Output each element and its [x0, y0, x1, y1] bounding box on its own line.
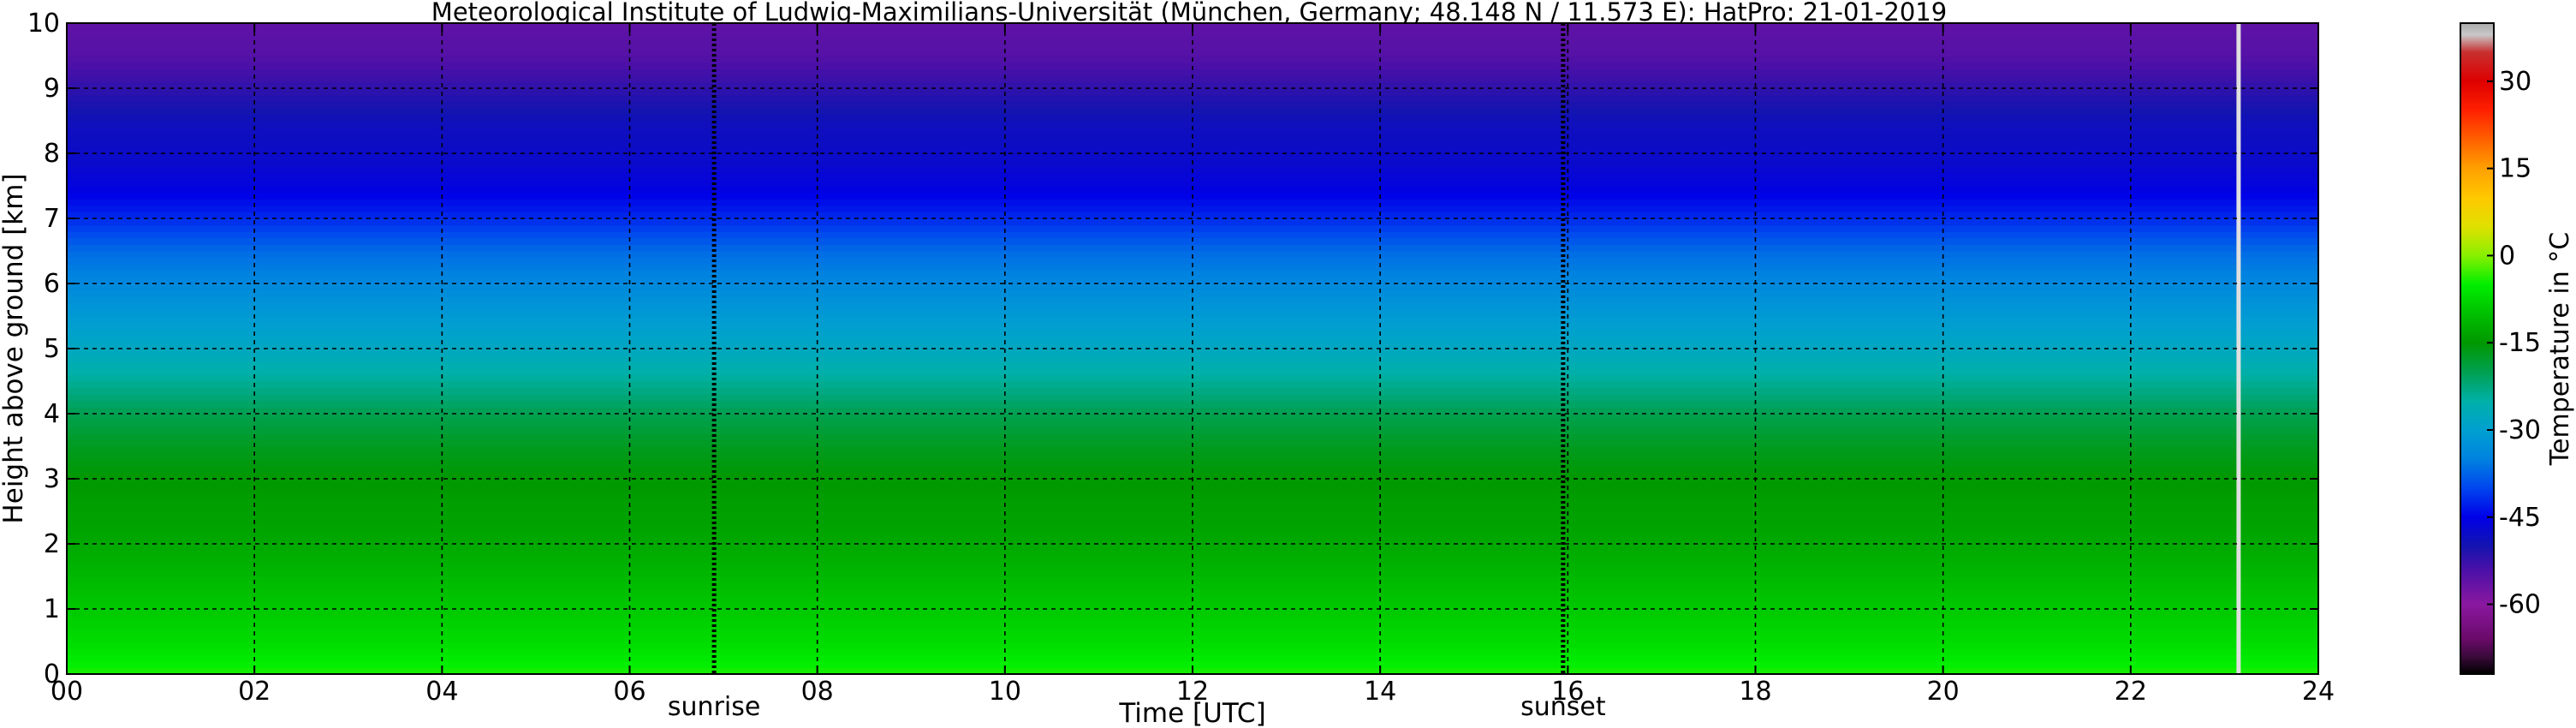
heatmap-band — [67, 452, 2318, 460]
y-tick-label: 7 — [44, 204, 60, 234]
x-tick-label: 18 — [1739, 677, 1771, 707]
colorbar-ticks: -60 -45 -30 -15 0 15 30 — [2487, 67, 2541, 620]
colorbar-tick-label: 0 — [2499, 241, 2515, 271]
x-tick-label: 12 — [1176, 677, 1209, 707]
y-tick-label: 9 — [44, 74, 60, 104]
chart-title: Meteorological Institute of Ludwig-Maxim… — [431, 0, 1947, 27]
heatmap-band — [67, 427, 2318, 434]
x-tick-label: 10 — [989, 677, 1021, 707]
heatmap-band — [67, 387, 2318, 395]
heatmap-band — [67, 524, 2318, 532]
heatmap-band — [67, 635, 2318, 642]
heatmap-band — [67, 394, 2318, 402]
heatmap-band — [67, 557, 2318, 564]
y-tick-label: 8 — [44, 139, 60, 169]
heatmap-band — [67, 101, 2318, 109]
heatmap-band — [67, 472, 2318, 480]
y-tick-label: 1 — [44, 594, 60, 624]
y-tick-label: 0 — [44, 659, 60, 689]
x-tick-label: 02 — [238, 677, 271, 707]
heatmap-band — [67, 498, 2318, 505]
heatmap-band — [67, 283, 2318, 291]
x-tick-label: 00 — [51, 677, 83, 707]
heatmap-band — [67, 289, 2318, 297]
y-tick-label: 3 — [44, 464, 60, 494]
x-tick-label: 22 — [2115, 677, 2147, 707]
colorbar-gradient — [2460, 22, 2495, 675]
heatmap-band — [67, 62, 2318, 69]
y-tick-label: 5 — [44, 334, 60, 364]
data-gap-line — [2236, 23, 2241, 674]
y-axis-label: Height above ground [km] — [0, 173, 29, 523]
sunrise-label: sunrise — [668, 692, 760, 722]
sunset-label: sunset — [1520, 692, 1606, 722]
heatmap-band — [67, 179, 2318, 187]
heatmap-band — [67, 172, 2318, 180]
colorbar-tick-label: -30 — [2499, 415, 2541, 445]
x-tick-label: 08 — [801, 677, 834, 707]
heatmap-band — [67, 367, 2318, 375]
heatmap-band — [67, 420, 2318, 427]
heatmap-band — [67, 316, 2318, 324]
heatmap-band — [67, 589, 2318, 597]
heatmap-band — [67, 479, 2318, 486]
colorbar-tick-label: 15 — [2499, 154, 2531, 184]
heatmap-band — [67, 42, 2318, 50]
heatmap-band — [67, 609, 2318, 617]
heatmap-band — [67, 615, 2318, 623]
heatmap-band — [67, 582, 2318, 590]
x-tick-label: 04 — [425, 677, 458, 707]
heatmap-band — [67, 127, 2318, 134]
heatmap-band — [67, 264, 2318, 272]
sun-annotations: sunrise sunset — [668, 23, 1606, 722]
data-gap — [2236, 23, 2241, 674]
x-tick-label: 06 — [613, 677, 645, 707]
x-tick-label: 14 — [1364, 677, 1396, 707]
heatmap-band — [67, 36, 2318, 44]
colorbar-tick-label: 30 — [2499, 67, 2531, 97]
x-axis-ticks: 00 02 04 06 08 10 12 14 16 18 20 22 24 — [51, 23, 2335, 707]
x-tick-label: 16 — [1551, 677, 1584, 707]
heatmap-band — [67, 121, 2318, 128]
heatmap-band — [67, 660, 2318, 668]
heatmap-band — [67, 335, 2318, 343]
y-tick-label: 2 — [44, 529, 60, 559]
heatmap-band — [67, 309, 2318, 317]
heatmap-band — [67, 153, 2318, 161]
heatmap-band — [67, 641, 2318, 649]
colorbar-tick-label: -15 — [2499, 328, 2541, 358]
heatmap-band — [67, 146, 2318, 154]
heatmap-band — [67, 205, 2318, 212]
heatmap-band — [67, 257, 2318, 265]
heatmap-band — [67, 69, 2318, 76]
colorbar-tick-label: -45 — [2499, 503, 2541, 533]
y-tick-label: 10 — [27, 9, 60, 39]
y-axis-ticks: 0 1 2 3 4 5 6 7 8 9 10 — [27, 9, 2318, 689]
heatmap-band — [67, 94, 2318, 102]
heatmap-band — [67, 361, 2318, 369]
x-axis-label: Time [UTC] — [1118, 698, 1265, 728]
y-tick-label: 4 — [44, 399, 60, 429]
heatmap-band — [67, 504, 2318, 512]
y-tick-label: 6 — [44, 269, 60, 299]
x-tick-label: 20 — [1927, 677, 1960, 707]
heatmap-band — [67, 342, 2318, 349]
heatmap-band — [67, 550, 2318, 558]
heatmap-band — [67, 199, 2318, 206]
heatmap-band — [67, 530, 2318, 538]
heatmap-band — [67, 231, 2318, 239]
heatmap-band — [67, 224, 2318, 232]
colorbar-tick-label: -60 — [2499, 590, 2541, 620]
heatmap-band — [67, 446, 2318, 454]
colorbar: -60 -45 -30 -15 0 15 30 Temperature in °C — [2460, 22, 2575, 675]
colorbar-label: Temperature in °C — [2545, 232, 2575, 466]
x-tick-label: 24 — [2302, 677, 2335, 707]
